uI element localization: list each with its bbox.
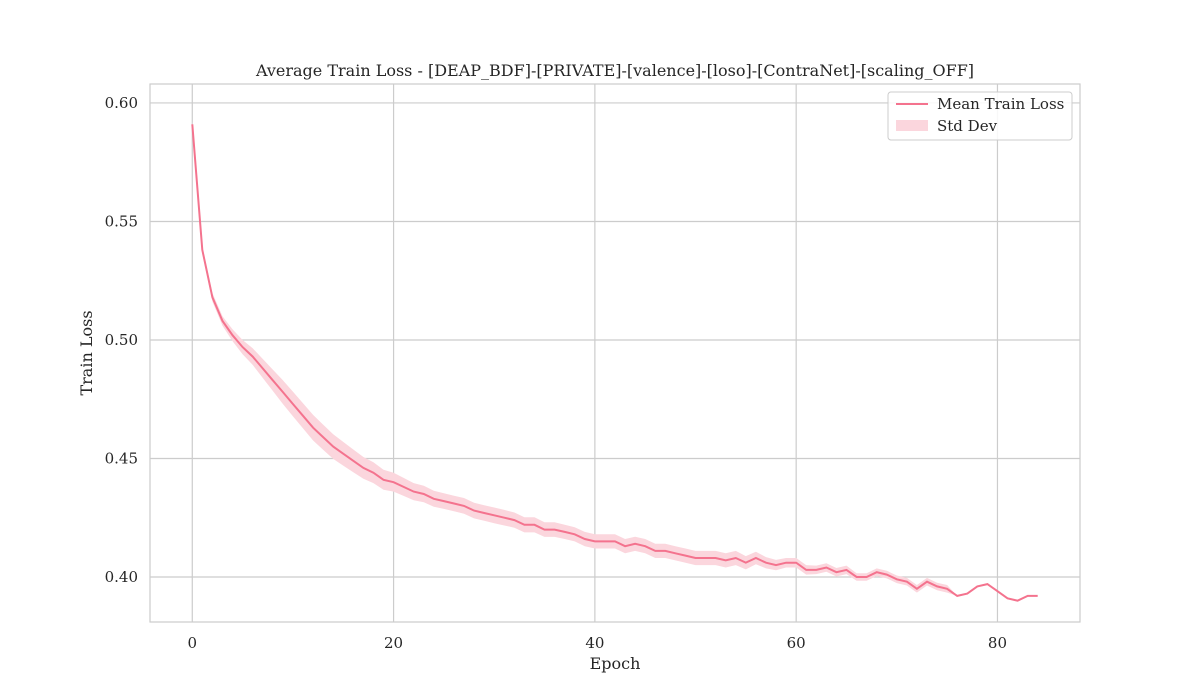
legend-box: [887, 91, 1073, 141]
x-tick-label: 20: [384, 634, 403, 652]
std-dev-band: [192, 121, 1038, 601]
chart-title: Average Train Loss - [DEAP_BDF]-[PRIVATE…: [255, 61, 974, 80]
y-tick-label: 0.40: [105, 568, 138, 586]
x-tick-label: 0: [187, 634, 197, 652]
x-tick-label: 60: [787, 634, 806, 652]
x-tick-labels: 0 20 40 60 80: [187, 634, 1007, 652]
x-tick-label: 80: [988, 634, 1007, 652]
x-tick-label: 40: [585, 634, 604, 652]
legend: Mean Train Loss Std Dev: [887, 91, 1073, 141]
x-gridlines: [191, 84, 999, 622]
plot-background: [150, 84, 1080, 622]
legend-label-std: Std Dev: [937, 117, 998, 135]
legend-band-swatch: [896, 120, 928, 131]
mean-train-loss-line: [191, 124, 1038, 602]
y-tick-label: 0.45: [105, 449, 138, 467]
x-axis-label: Epoch: [590, 654, 641, 673]
y-tick-labels: 0.40 0.45 0.50 0.55 0.60: [105, 94, 138, 586]
plot-frame: [149, 83, 1081, 623]
y-axis-label: Train Loss: [77, 310, 96, 395]
y-tick-label: 0.60: [105, 94, 138, 112]
y-tick-label: 0.55: [105, 212, 138, 230]
y-tick-label: 0.50: [105, 331, 138, 349]
legend-label-mean: Mean Train Loss: [937, 95, 1064, 113]
